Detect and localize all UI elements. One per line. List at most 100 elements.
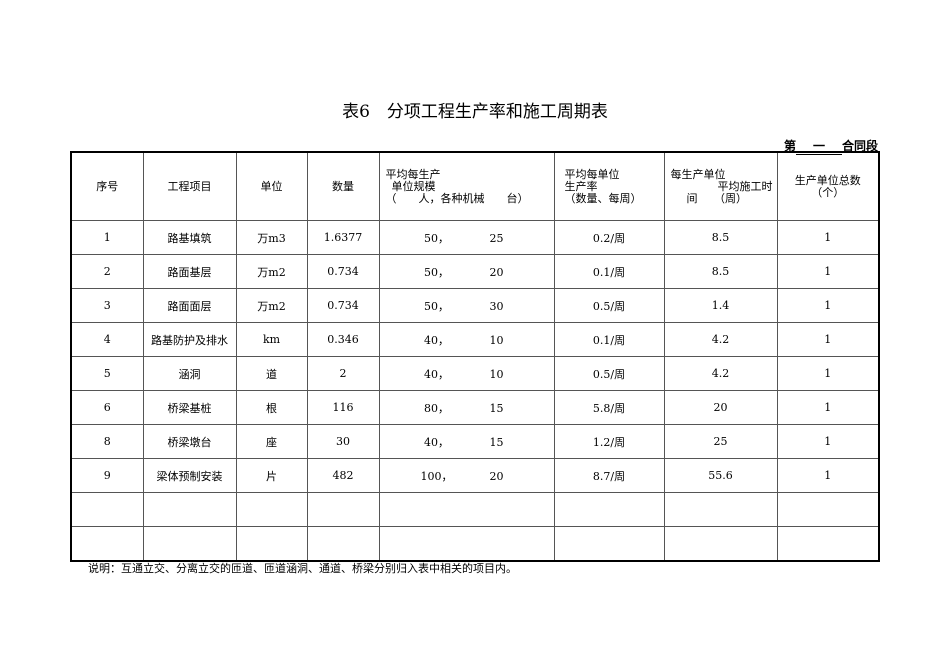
header-time: 每生产单位 平均施工时间 （周） bbox=[663, 151, 778, 221]
cell-rate bbox=[553, 492, 665, 527]
header-item: 工程项目 bbox=[142, 151, 237, 221]
cell-qty: 0.734 bbox=[306, 288, 380, 323]
cell-qty bbox=[306, 492, 380, 527]
cell-machines: 10 bbox=[489, 367, 504, 381]
cell-machines: 15 bbox=[489, 435, 504, 449]
cell-rate: 0.2/周 bbox=[553, 220, 665, 255]
cell-time: 25 bbox=[663, 424, 778, 459]
cell-people: 50， bbox=[424, 231, 449, 245]
header-line: （ 人，各种机械 台） bbox=[385, 191, 529, 205]
cell-item: 路面基层 bbox=[142, 254, 237, 289]
cell-people: 100， bbox=[420, 469, 453, 483]
table-row: 3 路面面层 万m2 0.734 50， 30 0.5/周 1.4 1 bbox=[70, 288, 880, 323]
cell-time: 55.6 bbox=[663, 458, 778, 493]
cell-rate: 0.1/周 bbox=[553, 254, 665, 289]
cell-item: 桥梁基桩 bbox=[142, 390, 237, 425]
table-row: 1 路基填筑 万m3 1.6377 50， 25 0.2/周 8.5 1 bbox=[70, 220, 880, 255]
cell-seq: 5 bbox=[70, 356, 144, 391]
cell-item: 桥梁墩台 bbox=[142, 424, 237, 459]
table-row: 6 桥梁基桩根 116 80， 15 5.8/周 20 1 bbox=[70, 390, 880, 425]
cell-unit bbox=[235, 492, 308, 527]
cell-machines: 10 bbox=[489, 333, 504, 347]
cell-count: 1 bbox=[776, 288, 880, 323]
cell-count: 1 bbox=[776, 424, 880, 459]
cell-seq bbox=[70, 526, 144, 562]
header-line: （个） bbox=[811, 185, 845, 199]
cell-item: 路基防护及排水 bbox=[142, 322, 237, 357]
cell-rate bbox=[553, 526, 665, 562]
header-line: 生产单位总数 bbox=[794, 173, 861, 187]
table-row: 4 路基防护及排水 km 0.346 40， 10 0.1/周 4.2 1 bbox=[70, 322, 880, 357]
cell-people: 50， bbox=[424, 299, 449, 313]
cell-unit: 片 bbox=[235, 458, 308, 493]
cell-seq: 4 bbox=[70, 322, 144, 357]
page-title: 表6 分项工程生产率和施工周期表 bbox=[342, 102, 608, 122]
section-prefix: 第 bbox=[783, 139, 796, 153]
cell-pair: 100， 20 bbox=[378, 458, 555, 493]
cell-machines: 20 bbox=[489, 265, 504, 279]
cell-seq: 6 bbox=[70, 390, 144, 425]
cell-count: 1 bbox=[776, 254, 880, 289]
table-row: 9 梁体预制安装片 482 100， 20 8.7/周 55.6 1 bbox=[70, 458, 880, 493]
cell-time: 8.5 bbox=[663, 220, 778, 255]
cell-pair: 40， 15 bbox=[378, 424, 555, 459]
cell-count: 1 bbox=[776, 458, 880, 493]
header-line: 间 （周） bbox=[686, 191, 748, 205]
table-row: 5 涵洞道 2 40， 10 0.5/周 4.2 1 bbox=[70, 356, 880, 391]
cell-time bbox=[663, 492, 778, 527]
cell-people: 50， bbox=[424, 265, 449, 279]
table-note: 说明：互通立交、分离立交的匝道、匝道涵洞、通道、桥梁分别归入表中相关的项目内。 bbox=[88, 562, 517, 575]
cell-time: 4.2 bbox=[663, 356, 778, 391]
cell-people: 80， bbox=[424, 401, 449, 415]
cell-rate: 0.1/周 bbox=[553, 322, 665, 357]
cell-time bbox=[663, 526, 778, 562]
cell-item: 路基填筑 bbox=[142, 220, 237, 255]
cell-seq bbox=[70, 492, 144, 527]
cell-count bbox=[776, 526, 880, 562]
header-scale: 平均每生产 单位规模（ 人，各种机械 台） bbox=[378, 151, 555, 221]
header-row: 序号 工程项目 单位 数量 平均每生产 单位规模（ 人，各种机械 台） 平均每单位… bbox=[70, 151, 880, 221]
cell-people: 40， bbox=[424, 435, 449, 449]
cell-item bbox=[142, 526, 237, 562]
cell-unit: 道 bbox=[235, 356, 308, 391]
cell-machines: 25 bbox=[489, 231, 504, 245]
cell-item: 涵洞 bbox=[142, 356, 237, 391]
cell-rate: 0.5/周 bbox=[553, 356, 665, 391]
cell-machines: 20 bbox=[489, 469, 504, 483]
cell-unit bbox=[235, 526, 308, 562]
cell-count: 1 bbox=[776, 356, 880, 391]
cell-unit: 万m3 bbox=[235, 220, 308, 255]
cell-qty: 1.6377 bbox=[306, 220, 380, 255]
cell-pair: 50， 30 bbox=[378, 288, 555, 323]
header-count: 生产单位总数 （个） bbox=[776, 151, 880, 221]
cell-unit: 根 bbox=[235, 390, 308, 425]
cell-seq: 2 bbox=[70, 254, 144, 289]
cell-people: 40， bbox=[424, 333, 449, 347]
cell-qty: 482 bbox=[306, 458, 380, 493]
cell-time: 1.4 bbox=[663, 288, 778, 323]
cell-count: 1 bbox=[776, 220, 880, 255]
cell-seq: 1 bbox=[70, 220, 144, 255]
contract-section: 第一合同段 bbox=[784, 137, 878, 155]
cell-people: 40， bbox=[424, 367, 449, 381]
cell-rate: 1.2/周 bbox=[553, 424, 665, 459]
cell-item: 梁体预制安装 bbox=[142, 458, 237, 493]
cell-time: 4.2 bbox=[663, 322, 778, 357]
table-row: 8 桥梁墩台座 30 40， 15 1.2/周 25 1 bbox=[70, 424, 880, 459]
header-line: 平均施工时 bbox=[717, 179, 773, 193]
cell-unit: km bbox=[235, 322, 308, 357]
cell-pair: 50， 20 bbox=[378, 254, 555, 289]
cell-machines: 30 bbox=[489, 299, 504, 313]
cell-unit: 万m2 bbox=[235, 288, 308, 323]
cell-item bbox=[142, 492, 237, 527]
section-suffix: 合同段 bbox=[841, 139, 878, 153]
header-line: 平均每生产 bbox=[385, 167, 441, 181]
cell-pair: 40， 10 bbox=[378, 356, 555, 391]
header-seq: 序号 bbox=[70, 151, 144, 221]
header-rate: 平均每单位 生产率 （数量、每周） bbox=[553, 151, 665, 221]
header-line: 单位规模 bbox=[391, 179, 436, 193]
cell-time: 8.5 bbox=[663, 254, 778, 289]
cell-seq: 9 bbox=[70, 458, 144, 493]
header-line: 生产率 bbox=[564, 179, 598, 193]
